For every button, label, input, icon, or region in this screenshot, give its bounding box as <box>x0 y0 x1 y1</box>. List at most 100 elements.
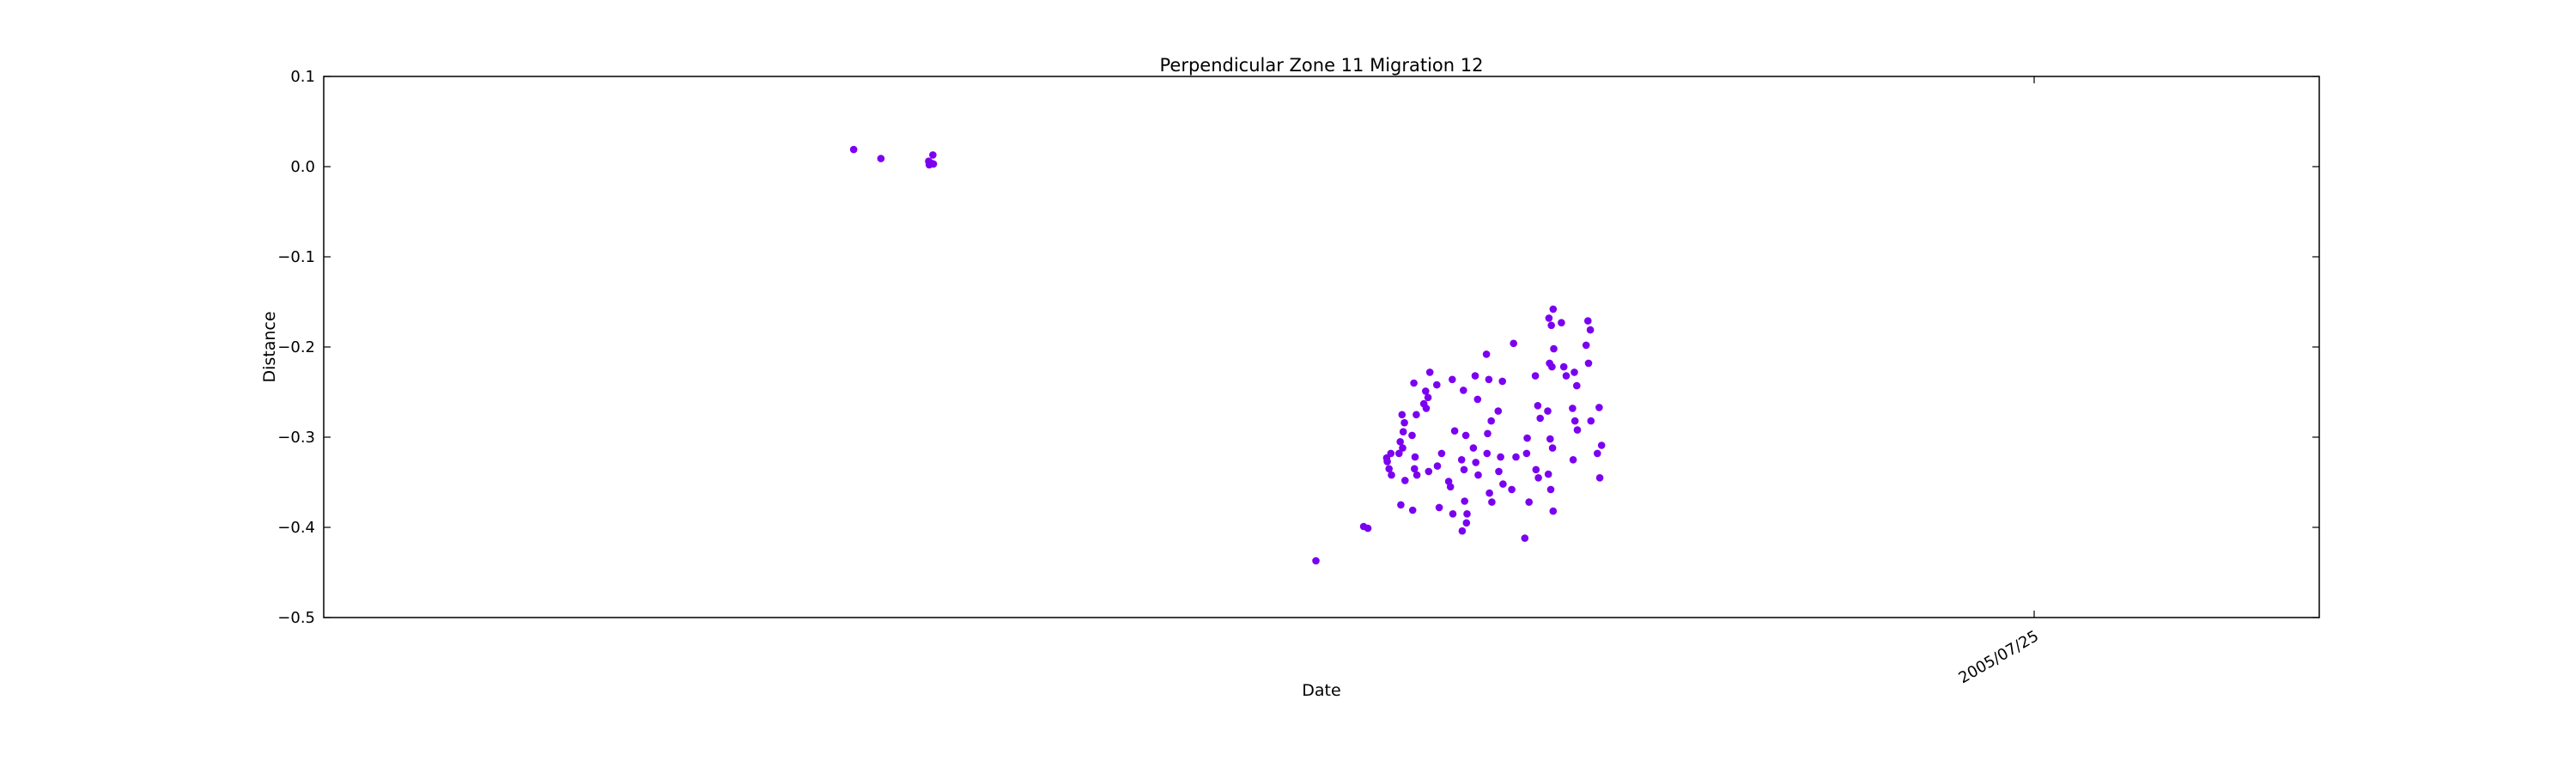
data-point <box>929 151 937 159</box>
y-tick-label: −0.1 <box>277 248 315 266</box>
data-point <box>1597 441 1606 449</box>
data-point <box>1395 449 1403 458</box>
data-point <box>1546 485 1555 494</box>
data-point <box>1483 449 1492 458</box>
data-point <box>1549 507 1558 515</box>
data-point <box>1495 467 1503 476</box>
data-point <box>1558 319 1565 327</box>
data-point <box>1586 326 1595 334</box>
data-point <box>1584 317 1592 325</box>
data-point <box>1413 471 1421 479</box>
data-point <box>1424 393 1432 402</box>
data-point <box>1523 434 1531 442</box>
data-point <box>849 145 858 154</box>
data-point <box>1525 498 1533 506</box>
data-point <box>1508 485 1516 494</box>
data-point <box>1469 444 1478 452</box>
data-point <box>1411 465 1419 473</box>
data-point <box>1471 372 1479 380</box>
data-point <box>1595 474 1604 482</box>
data-point <box>1463 510 1471 518</box>
data-point <box>1544 407 1552 415</box>
data-point <box>1582 341 1590 350</box>
data-point <box>1425 467 1433 476</box>
data-point <box>1401 477 1409 484</box>
data-point <box>1450 427 1459 435</box>
data-point <box>1408 506 1417 514</box>
data-point <box>1571 368 1578 376</box>
data-point <box>1400 418 1408 427</box>
x-tick-label: 2005/07/25 <box>1956 627 2042 687</box>
data-point <box>1521 534 1529 542</box>
data-point <box>1510 339 1517 348</box>
data-point <box>1388 471 1395 479</box>
data-point <box>1449 375 1456 384</box>
data-point <box>1474 471 1482 479</box>
plot-area <box>323 76 2320 618</box>
data-point <box>1399 428 1407 436</box>
data-point <box>1396 438 1404 446</box>
data-point <box>1433 462 1442 470</box>
scatter-points <box>849 145 1606 565</box>
data-point <box>1437 449 1446 458</box>
data-point <box>1485 489 1493 497</box>
data-point <box>1398 411 1406 419</box>
data-point <box>1573 381 1581 390</box>
data-point <box>1411 453 1419 461</box>
data-point <box>1460 466 1468 474</box>
data-point <box>1546 435 1554 443</box>
data-point <box>1544 470 1552 478</box>
data-point <box>1383 458 1391 466</box>
data-point <box>1385 465 1393 473</box>
x-axis-label: Date <box>1302 681 1340 700</box>
y-tick-label: −0.4 <box>277 519 315 537</box>
data-point <box>1549 305 1558 313</box>
data-point <box>1550 344 1558 353</box>
data-point <box>1408 431 1416 440</box>
data-point <box>1422 405 1431 412</box>
data-point <box>1487 417 1495 425</box>
y-axis-label: Distance <box>260 311 279 382</box>
data-point <box>1359 522 1368 531</box>
data-point <box>1595 404 1603 411</box>
y-tick-label: 0.1 <box>290 68 315 86</box>
data-point <box>1488 498 1496 506</box>
data-point <box>1461 431 1470 440</box>
data-point <box>1399 444 1406 452</box>
data-point <box>1573 426 1582 434</box>
y-tick-label: −0.5 <box>277 609 315 627</box>
data-point <box>1494 407 1503 415</box>
data-point <box>1571 417 1579 425</box>
data-point <box>1449 510 1457 518</box>
data-point <box>1562 372 1571 380</box>
data-point <box>1531 372 1540 380</box>
y-axis: 0.1 0.0 −0.1 −0.2 −0.3 −0.4 −0.5 <box>277 68 2319 627</box>
data-point <box>1397 501 1405 509</box>
data-point <box>1584 359 1593 368</box>
data-point <box>1559 362 1568 371</box>
data-point <box>1461 497 1468 505</box>
data-point <box>1413 411 1420 419</box>
data-point <box>1473 395 1482 404</box>
y-tick-label: −0.3 <box>277 429 315 447</box>
data-point <box>925 161 933 169</box>
data-point <box>1458 526 1467 535</box>
data-point <box>1547 321 1555 330</box>
data-point <box>877 155 885 162</box>
data-point <box>1532 466 1540 474</box>
data-point <box>1594 449 1601 458</box>
data-point <box>1457 456 1466 464</box>
data-point <box>1482 350 1491 358</box>
data-point <box>1569 456 1577 464</box>
data-point <box>1462 519 1471 527</box>
data-point <box>1422 387 1430 395</box>
data-point <box>1548 444 1557 452</box>
data-point <box>1534 474 1542 482</box>
data-point <box>1536 414 1544 423</box>
y-tick-label: 0.0 <box>290 158 315 176</box>
data-point <box>1498 377 1506 386</box>
data-point <box>1460 386 1467 394</box>
data-point <box>1587 417 1595 425</box>
data-point <box>1444 478 1453 485</box>
data-point <box>1484 429 1492 438</box>
